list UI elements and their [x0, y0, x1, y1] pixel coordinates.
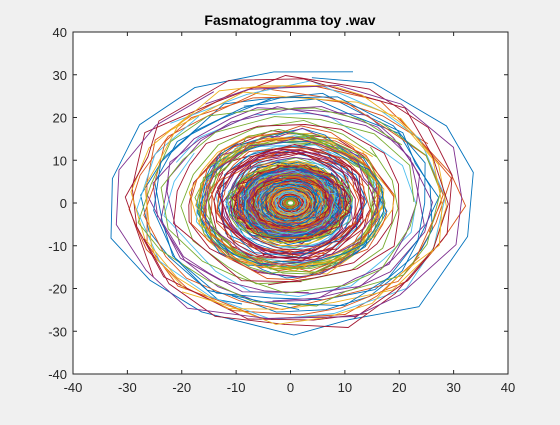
trajectory-line: [284, 198, 297, 208]
trajectory-line: [173, 124, 400, 286]
trajectory-group: [110, 71, 474, 336]
trajectory-line: [251, 180, 330, 228]
y-tick-label: 20: [53, 111, 67, 126]
trajectory-line: [162, 106, 425, 294]
x-tick-label: 40: [501, 380, 515, 395]
trajectory-line: [208, 137, 379, 272]
trajectory-line: [244, 170, 336, 236]
trajectory-line: [144, 84, 443, 325]
x-tick-label: -30: [118, 380, 137, 395]
trajectory-line: [269, 186, 313, 219]
trajectory-line: [271, 189, 310, 217]
y-tick-label: 30: [53, 68, 67, 83]
trajectory-line: [285, 199, 295, 207]
chart-title: Fasmatogramma toy .wav: [204, 12, 375, 28]
trajectory-line: [198, 128, 386, 274]
trajectory-line: [262, 183, 317, 222]
x-tick-label: 30: [446, 380, 460, 395]
trajectory-line: [275, 192, 306, 214]
trajectory-line: [231, 166, 347, 240]
trajectory-line: [136, 80, 446, 321]
trajectory-line: [201, 140, 376, 269]
trajectory-line: [256, 176, 326, 230]
x-axis: -40 -30 -20 -10 0 10 20 30 40: [64, 32, 515, 395]
y-tick-label: 40: [53, 25, 67, 40]
trajectory-line: [188, 130, 395, 278]
trajectory-line: [259, 182, 322, 224]
trajectory-line: [233, 164, 352, 243]
x-tick-label: -20: [172, 380, 191, 395]
trajectory-line: [269, 186, 313, 220]
trajectory-line: [265, 184, 314, 222]
x-tick-label: -10: [227, 380, 246, 395]
trajectory-line: [243, 166, 340, 237]
trajectory-line: [260, 178, 321, 228]
trajectory-line: [202, 136, 379, 267]
trajectory-line: [143, 96, 444, 311]
trajectory-line: [252, 177, 331, 229]
trajectory-line: [274, 190, 306, 216]
trajectory-line: [160, 106, 421, 302]
trajectory-line: [213, 148, 364, 262]
trajectory-line: [160, 116, 418, 294]
trajectory-line: [130, 91, 447, 310]
trajectory-line: [209, 146, 372, 263]
trajectory-line: [204, 137, 379, 266]
trajectory-line: [230, 152, 352, 251]
x-tick-label: 10: [338, 380, 352, 395]
trajectory-line: [153, 96, 426, 311]
x-tick-label: 20: [392, 380, 406, 395]
y-tick-label: 10: [53, 153, 67, 168]
y-tick-label: -40: [48, 367, 67, 382]
y-tick-label: -30: [48, 324, 67, 339]
trajectory-line: [237, 165, 344, 240]
trajectory-line: [124, 78, 449, 328]
trajectory-line: [115, 84, 463, 319]
trajectory-line: [110, 71, 474, 336]
trajectory-line: [236, 165, 345, 239]
trajectory-line: [146, 107, 433, 303]
y-tick-label: 0: [60, 196, 67, 211]
y-tick-label: -20: [48, 282, 67, 297]
x-tick-label: 0: [287, 380, 294, 395]
x-tick-label: -40: [64, 380, 83, 395]
trajectory-line: [248, 171, 331, 236]
plot-area: [73, 32, 508, 374]
trajectory-line: [140, 92, 440, 313]
y-axis: 40 30 20 10 0 -10 -20 -30 -40: [48, 25, 508, 382]
y-tick-label: -10: [48, 239, 67, 254]
trajectory-line: [137, 107, 441, 307]
trajectory-line: [218, 145, 368, 258]
trajectory-line: [279, 195, 302, 211]
trajectory-line: [131, 75, 453, 321]
trajectory-line: [231, 161, 353, 246]
